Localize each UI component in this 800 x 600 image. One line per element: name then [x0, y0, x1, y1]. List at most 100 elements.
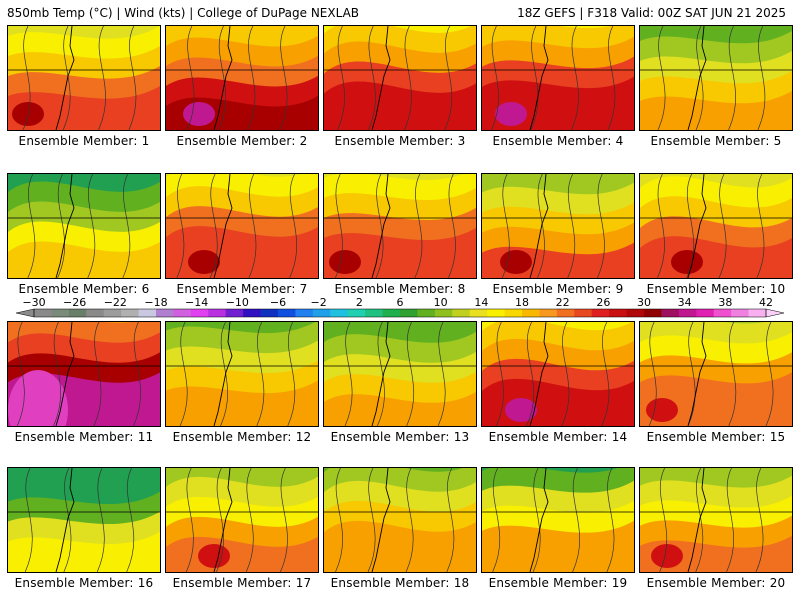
- member-label: Ensemble Member: 6: [18, 282, 150, 296]
- contour-line: [448, 174, 456, 278]
- coastline: [687, 468, 707, 572]
- temperature-field-map: [640, 174, 792, 278]
- member-map-panel: [481, 467, 635, 573]
- contour-line: [24, 468, 33, 572]
- colorbar-swatch: [156, 309, 174, 317]
- contour-line: [280, 468, 288, 572]
- contour-line: [287, 322, 296, 426]
- colorbar-tick-label: 6: [397, 297, 404, 309]
- contour-line: [334, 174, 343, 278]
- colorbar-swatch: [243, 309, 262, 317]
- colorbar-swatch: [400, 309, 418, 317]
- contour-line: [176, 174, 185, 278]
- temperature-field-map: [324, 468, 476, 572]
- member-label: Ensemble Member: 16: [14, 576, 154, 590]
- colorbar-graphic: −30 −26 −22 −18 −14 −10 −6 −2 2 6 10 14 18 22 26 30 34 38…: [15, 297, 785, 318]
- contour-line: [597, 174, 605, 278]
- member-map-panel: [639, 467, 793, 573]
- colorbar-tick-label: 30: [637, 297, 651, 309]
- temperature-field-map: [8, 468, 160, 572]
- member-label: Ensemble Member: 19: [488, 576, 628, 590]
- colorbar-tick-label: −10: [226, 297, 249, 309]
- colorbar-swatch: [713, 309, 732, 317]
- temperature-band: [8, 531, 160, 572]
- temperature-field-map: [166, 322, 318, 426]
- member-label: Ensemble Member: 4: [492, 134, 624, 148]
- colorbar-swatch: [208, 309, 227, 317]
- member-map-panel: [639, 173, 793, 279]
- coastline: [213, 468, 233, 572]
- heat-maximum: [671, 250, 703, 274]
- contour-line: [367, 468, 376, 572]
- heat-maximum: [198, 544, 230, 568]
- heat-maximum: [495, 102, 527, 126]
- colorbar-tick-label: 42: [759, 297, 773, 309]
- member-map-panel: [165, 173, 319, 279]
- heat-maximum: [188, 250, 220, 274]
- colorbar-swatch: [522, 309, 540, 317]
- colorbar-tick-label: −18: [144, 297, 167, 309]
- colorbar-swatch: [138, 309, 157, 317]
- colorbar-swatch: [365, 309, 384, 317]
- contour-line: [718, 174, 727, 278]
- coastline: [529, 174, 549, 278]
- contour-line: [501, 174, 510, 278]
- contour-line: [607, 26, 616, 130]
- colorbar-swatch: [539, 309, 558, 317]
- temperature-band: [8, 241, 160, 278]
- temperature-band: [324, 520, 476, 572]
- temperature-field-map: [482, 322, 634, 426]
- colorbar-tick-label: 34: [678, 297, 692, 309]
- contour-line: [726, 468, 734, 572]
- colorbar-swatch: [626, 309, 645, 317]
- contour-line: [16, 322, 25, 426]
- contour-line: [496, 322, 504, 426]
- colorbar-tick-label: 10: [434, 297, 448, 309]
- coastline: [213, 322, 233, 426]
- colorbar-swatch: [278, 309, 296, 317]
- member-map-panel: [481, 321, 635, 427]
- member-label: Ensemble Member: 17: [172, 576, 312, 590]
- member-map-panel: [7, 467, 161, 573]
- member-label: Ensemble Member: 18: [330, 576, 470, 590]
- coastline: [371, 468, 391, 572]
- contour-line: [414, 174, 423, 278]
- contour-line: [98, 26, 106, 130]
- member-label: Ensemble Member: 5: [650, 134, 782, 148]
- contour-line: [62, 26, 71, 130]
- contour-line: [375, 174, 384, 278]
- colorbar-swatch: [696, 309, 715, 317]
- colorbar-swatch: [661, 309, 680, 317]
- member-map-panel: [323, 25, 477, 131]
- contour-line: [444, 26, 453, 130]
- colorbar-swatch: [330, 309, 349, 317]
- colorbar-tick-label: −14: [185, 297, 208, 309]
- member-map-panel: [165, 467, 319, 573]
- contour-line: [53, 322, 61, 426]
- member-label: Ensemble Member: 8: [334, 282, 466, 296]
- member-map-panel: [639, 321, 793, 427]
- colorbar-swatch: [86, 309, 105, 317]
- member-map-panel: [481, 25, 635, 131]
- coastline: [371, 174, 391, 278]
- contour-line: [537, 174, 545, 278]
- temperature-field-map: [324, 322, 476, 426]
- heat-maximum: [505, 398, 537, 422]
- colorbar-swatch: [574, 309, 593, 317]
- chart-title: 850mb Temp (°C) | Wind (kts) | College o…: [7, 6, 360, 20]
- heat-maximum: [8, 370, 68, 426]
- colorbar-tick-label: 26: [596, 297, 610, 309]
- contour-line: [186, 26, 195, 130]
- coastline: [687, 322, 707, 426]
- coastline: [687, 26, 707, 130]
- coastline: [371, 26, 391, 130]
- member-label: Ensemble Member: 11: [14, 430, 154, 444]
- member-label: Ensemble Member: 10: [646, 282, 786, 296]
- contour-line: [245, 468, 254, 572]
- heat-maximum: [500, 250, 532, 274]
- contour-line: [133, 322, 141, 426]
- colorbar-tick-label: −22: [104, 297, 127, 309]
- contour-line: [437, 322, 446, 426]
- contour-line: [128, 26, 137, 130]
- colorbar-swatch: [121, 309, 140, 317]
